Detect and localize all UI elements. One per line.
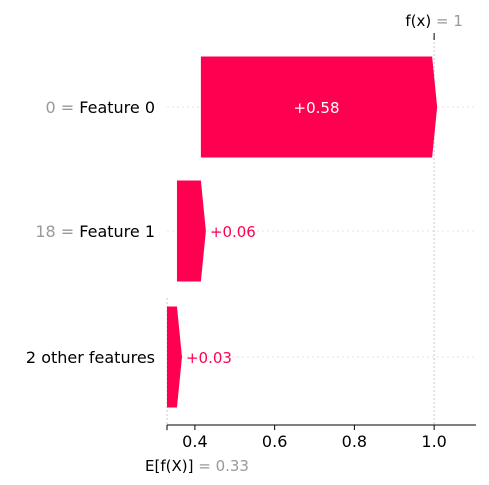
x-tick-label: 1.0 xyxy=(421,432,446,451)
feature-label: 18 = Feature 1 xyxy=(35,222,155,241)
row-labels: +0.58 0 = Feature 0 +0.06 18 = Feature 1 +0.… xyxy=(26,98,340,367)
feature-value: 18 = xyxy=(35,222,79,241)
base-annotation: E[f(X)] = 0.33 xyxy=(145,457,249,475)
fx-value: = 1 xyxy=(431,12,463,30)
contribution-bars xyxy=(167,56,438,408)
feature-name: Feature 0 xyxy=(79,98,155,117)
expectation-annotations: f(x) = 1 E[f(X)] = 0.33 xyxy=(145,12,463,475)
contribution-bar xyxy=(200,56,438,158)
feature-label: 0 = Feature 0 xyxy=(46,98,156,117)
fx-label: f(x) xyxy=(405,12,431,30)
x-tick-label: 0.4 xyxy=(182,432,207,451)
x-tick-label: 0.8 xyxy=(342,432,367,451)
x-tick-label: 0.6 xyxy=(262,432,287,451)
contribution-bar xyxy=(167,306,182,408)
feature-name: 2 other features xyxy=(26,348,155,367)
feature-value: 0 = xyxy=(46,98,80,117)
base-value: = 0.33 xyxy=(193,457,249,475)
fx-annotation: f(x) = 1 xyxy=(405,12,463,30)
feature-label: 2 other features xyxy=(26,348,155,367)
base-label: E[f(X)] xyxy=(145,457,193,475)
contribution-label: +0.58 xyxy=(294,99,340,117)
contribution-bar xyxy=(176,180,206,282)
contribution-label: +0.06 xyxy=(210,223,256,241)
contribution-label: +0.03 xyxy=(186,349,232,367)
feature-name: Feature 1 xyxy=(79,222,155,241)
x-axis: 0.4 0.6 0.8 1.0 xyxy=(166,424,476,451)
